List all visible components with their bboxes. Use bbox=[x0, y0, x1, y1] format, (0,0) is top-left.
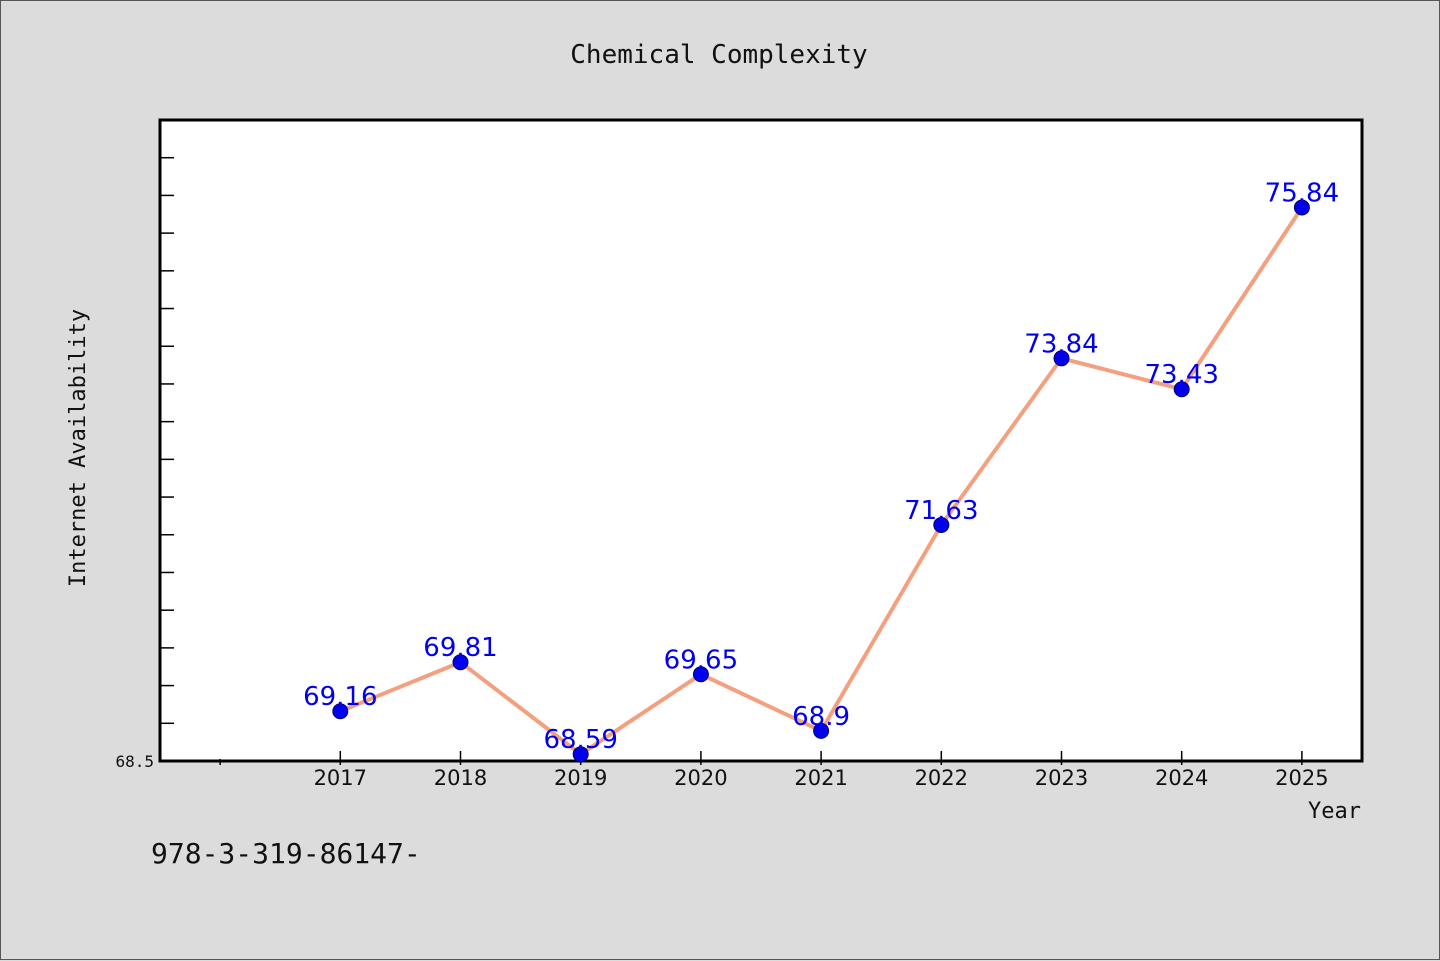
data-point bbox=[692, 666, 709, 683]
x-tick-label: 2023 bbox=[1035, 766, 1088, 790]
data-label: 71.63 bbox=[904, 496, 978, 526]
y-axis-ticks: 68.5 bbox=[115, 119, 174, 771]
y-axis-label: Internet Availability bbox=[66, 309, 91, 587]
x-tick-label: 2022 bbox=[915, 766, 968, 790]
x-tick-label: 2024 bbox=[1155, 766, 1208, 790]
series-group: 69.16 69.81 68.59 69.65 68.9 71.63 73.84 73.43 7… bbox=[303, 178, 1339, 763]
x-tick-label: 2025 bbox=[1275, 766, 1328, 790]
data-label: 69.16 bbox=[303, 682, 377, 712]
data-point bbox=[332, 703, 349, 720]
plot-area bbox=[158, 118, 1364, 763]
data-point bbox=[813, 722, 830, 739]
x-axis-label: Year bbox=[1308, 799, 1361, 824]
data-label: 75.84 bbox=[1265, 178, 1339, 208]
x-tick-label: 2020 bbox=[674, 766, 727, 790]
data-point bbox=[572, 746, 589, 763]
chart-title: Chemical Complexity bbox=[570, 40, 867, 70]
data-label: 69.81 bbox=[423, 633, 497, 663]
x-tick-label: 2018 bbox=[434, 766, 487, 790]
data-label: 68.59 bbox=[543, 725, 617, 755]
data-point bbox=[933, 516, 950, 533]
x-tick-label: 2017 bbox=[314, 766, 367, 790]
data-point bbox=[452, 654, 469, 671]
data-label: 69.65 bbox=[664, 645, 738, 675]
data-point bbox=[1293, 199, 1310, 216]
x-axis-ticks: 2017 2018 2019 2020 2021 2022 2023 2024 2025 bbox=[219, 751, 1329, 790]
data-point bbox=[1053, 350, 1070, 367]
x-tick-label: 2021 bbox=[794, 766, 847, 790]
footnote-text: 978-3-319-86147- bbox=[151, 837, 421, 870]
data-label: 73.84 bbox=[1024, 329, 1098, 359]
data-label: 68.9 bbox=[792, 702, 850, 732]
data-label: 73.43 bbox=[1144, 360, 1218, 390]
data-point bbox=[1173, 381, 1190, 398]
x-tick-label: 2019 bbox=[554, 766, 607, 790]
y-tick-label: 68.5 bbox=[115, 752, 154, 771]
